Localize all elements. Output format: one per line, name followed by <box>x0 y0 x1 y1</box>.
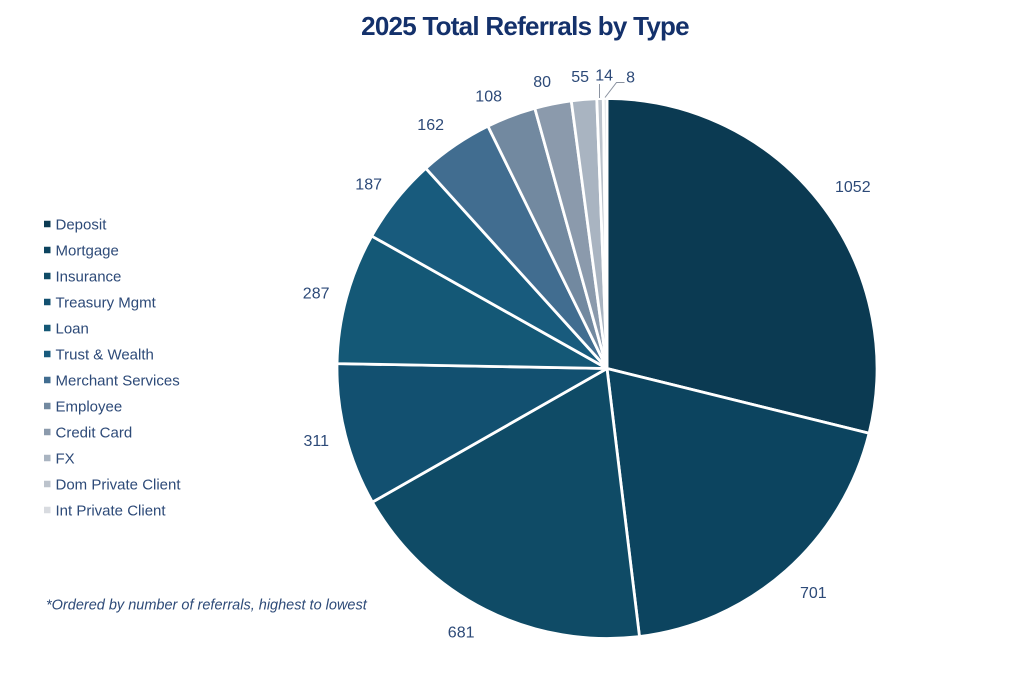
svg-text:Treasury Mgmt: Treasury Mgmt <box>56 294 157 311</box>
svg-text:Employee: Employee <box>56 398 123 415</box>
svg-text:701: 701 <box>800 585 827 602</box>
svg-text:55: 55 <box>571 69 589 86</box>
svg-text:Mortgage: Mortgage <box>56 242 119 259</box>
svg-text:311: 311 <box>303 433 329 450</box>
svg-text:8: 8 <box>626 70 635 87</box>
svg-text:187: 187 <box>355 177 382 194</box>
svg-text:Insurance: Insurance <box>56 268 122 285</box>
svg-text:Dom Private Client: Dom Private Client <box>56 476 182 493</box>
svg-text:14: 14 <box>595 68 613 85</box>
svg-text:162: 162 <box>417 117 444 134</box>
svg-text:Loan: Loan <box>56 320 89 337</box>
svg-text:Merchant Services: Merchant Services <box>56 372 180 389</box>
svg-text:1052: 1052 <box>835 179 871 196</box>
svg-text:Int Private Client: Int Private Client <box>56 502 167 519</box>
svg-text:Trust & Wealth: Trust & Wealth <box>56 346 154 363</box>
svg-text:FX: FX <box>56 450 75 467</box>
svg-text:108: 108 <box>475 89 502 106</box>
svg-text:80: 80 <box>533 74 551 91</box>
svg-text:681: 681 <box>448 624 475 641</box>
svg-text:2025 Total Referrals by Type: 2025 Total Referrals by Type <box>361 11 689 41</box>
svg-text:Deposit: Deposit <box>56 216 108 233</box>
svg-text:287: 287 <box>303 286 330 303</box>
svg-text:Credit Card: Credit Card <box>56 424 133 441</box>
svg-text:*Ordered by number of referral: *Ordered by number of referrals, highest… <box>46 598 368 614</box>
